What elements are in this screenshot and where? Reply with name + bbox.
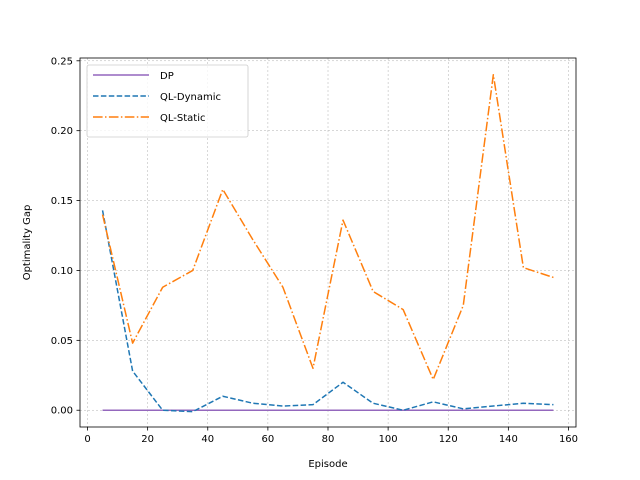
x-tick-label: 100 bbox=[379, 434, 398, 445]
x-tick-label: 40 bbox=[201, 434, 214, 445]
x-tick-label: 140 bbox=[499, 434, 518, 445]
x-tick-label: 20 bbox=[141, 434, 154, 445]
y-tick-label: 0.20 bbox=[51, 126, 73, 137]
x-tick-label: 80 bbox=[322, 434, 335, 445]
y-tick-label: 0.10 bbox=[51, 266, 73, 277]
x-tick-label: 0 bbox=[84, 434, 90, 445]
y-tick-label: 0.15 bbox=[51, 196, 73, 207]
y-axis-label: Optimality Gap bbox=[22, 205, 33, 281]
axis-ticks: 0 20 40 60 80 100 120 140 160 0.00 0.05 0.10 0.15 0.2… bbox=[51, 56, 578, 445]
x-tick-label: 160 bbox=[559, 434, 578, 445]
legend-label: QL-Dynamic bbox=[160, 92, 221, 103]
y-tick-label: 0.00 bbox=[51, 406, 73, 417]
x-tick-label: 60 bbox=[262, 434, 275, 445]
y-tick-label: 0.05 bbox=[51, 336, 73, 347]
legend-label: DP bbox=[160, 71, 174, 82]
y-tick-label: 0.25 bbox=[51, 56, 73, 67]
legend: DP QL-Dynamic QL-Static bbox=[86, 64, 249, 138]
legend-label: QL-Static bbox=[160, 113, 205, 124]
series-line-ql-static bbox=[101, 74, 554, 381]
x-tick-label: 120 bbox=[439, 434, 458, 445]
series-line-ql-dynamic bbox=[101, 210, 554, 413]
legend-box bbox=[86, 64, 249, 138]
series-lines bbox=[101, 74, 554, 413]
x-axis-label: Episode bbox=[308, 459, 347, 470]
